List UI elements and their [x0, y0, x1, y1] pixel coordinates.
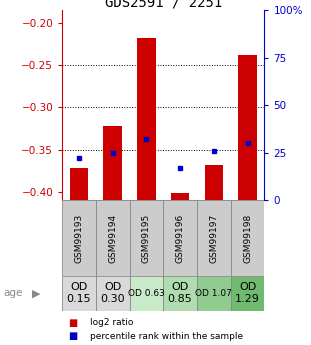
Text: GSM99198: GSM99198	[243, 214, 252, 263]
Text: GSM99193: GSM99193	[75, 214, 84, 263]
Text: log2 ratio: log2 ratio	[90, 318, 133, 327]
Bar	[171, 193, 189, 200]
Text: GSM99196: GSM99196	[176, 214, 185, 263]
Text: ▶: ▶	[31, 288, 40, 298]
Bar	[137, 38, 156, 200]
Text: OD 1.07: OD 1.07	[195, 289, 232, 298]
Bar	[70, 168, 88, 200]
Bar	[163, 200, 197, 276]
Bar	[205, 165, 223, 200]
Text: age: age	[3, 288, 22, 298]
Bar	[96, 276, 130, 310]
Text: GSM99195: GSM99195	[142, 214, 151, 263]
Text: OD
0.15: OD 0.15	[67, 283, 91, 304]
Text: OD
0.85: OD 0.85	[168, 283, 193, 304]
Text: ■: ■	[68, 332, 78, 341]
Bar	[96, 200, 130, 276]
Bar	[104, 126, 122, 200]
Bar	[163, 276, 197, 310]
Text: OD
0.30: OD 0.30	[100, 283, 125, 304]
Bar	[238, 55, 257, 200]
Text: OD 0.63: OD 0.63	[128, 289, 165, 298]
Bar	[231, 276, 264, 310]
Bar	[62, 276, 96, 310]
Text: ■: ■	[68, 318, 78, 327]
Bar	[62, 200, 96, 276]
Bar	[130, 276, 163, 310]
Bar	[231, 200, 264, 276]
Text: GSM99194: GSM99194	[108, 214, 117, 263]
Bar	[197, 200, 231, 276]
Bar	[197, 276, 231, 310]
Text: OD
1.29: OD 1.29	[235, 283, 260, 304]
Text: GSM99197: GSM99197	[209, 214, 218, 263]
Title: GDS2591 / 2251: GDS2591 / 2251	[104, 0, 222, 9]
Bar	[130, 200, 163, 276]
Text: percentile rank within the sample: percentile rank within the sample	[90, 332, 243, 341]
